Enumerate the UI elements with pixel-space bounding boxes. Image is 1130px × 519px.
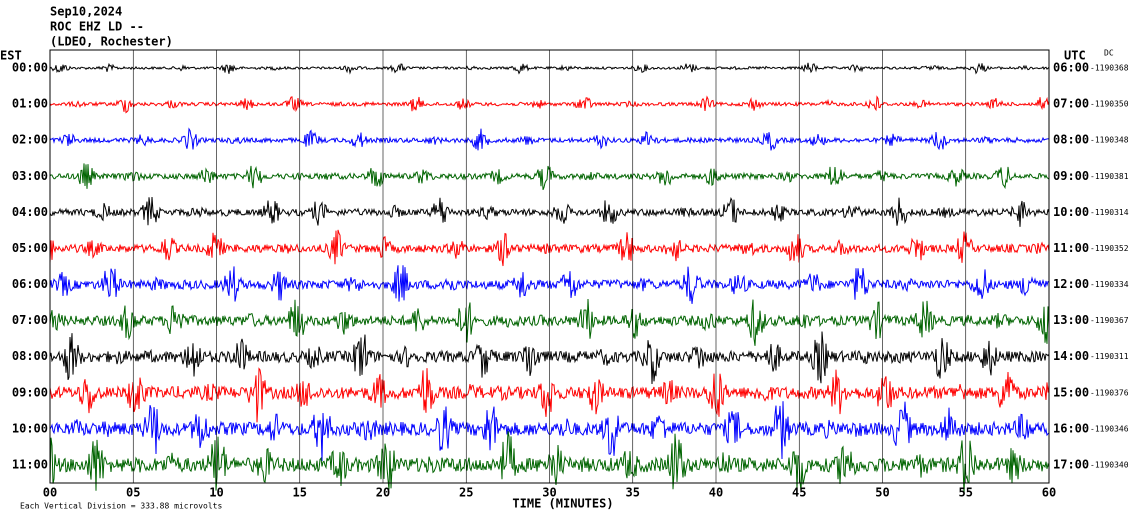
est-label: 02:00 [12,133,48,147]
dc-value: -1190352 [1090,244,1129,253]
est-label: 00:00 [12,61,48,75]
left-axis-label: EST [0,49,22,63]
x-tick-label: 10 [209,486,223,500]
dc-value: -1190368 [1090,64,1129,73]
dc-value: -1190350 [1090,100,1129,109]
x-tick-label: 45 [792,486,806,500]
x-tick-label: 20 [376,486,390,500]
x-tick-label: 25 [459,486,473,500]
dc-value: -1190334 [1090,280,1129,289]
utc-label: 06:00 [1053,61,1089,75]
dc-value: -1190340 [1090,460,1129,469]
est-label: 05:00 [12,241,48,255]
x-tick-label: 60 [1042,486,1056,500]
est-label: 03:00 [12,169,48,183]
dc-value: -1190367 [1090,316,1129,325]
scale-note: Each Vertical Division = 333.88 microvol… [20,502,222,511]
utc-label: 09:00 [1053,169,1089,183]
x-tick-label: 35 [626,486,640,500]
dc-value: -1190314 [1090,208,1129,217]
dc-value: -1190311 [1090,352,1129,361]
dc-value: -1190346 [1090,424,1129,433]
est-label: 11:00 [12,457,48,471]
dc-value: -1190348 [1090,136,1129,145]
est-label: 07:00 [12,313,48,327]
x-tick-label: 50 [875,486,889,500]
utc-label: 07:00 [1053,97,1089,111]
right-axis-label: UTC [1064,49,1086,63]
est-label: 08:00 [12,349,48,363]
title-line: Sep10,2024 [50,5,122,19]
utc-label: 12:00 [1053,277,1089,291]
x-tick-label: 30 [542,486,556,500]
x-tick-label: 05 [126,486,140,500]
title-line: (LDEO, Rochester) [50,35,173,49]
dc-value: -1190381 [1090,172,1129,181]
x-axis-label: TIME (MINUTES) [512,497,613,511]
utc-label: 13:00 [1053,313,1089,327]
x-tick-label: 40 [709,486,723,500]
x-tick-label: 00 [43,486,57,500]
est-label: 06:00 [12,277,48,291]
utc-label: 11:00 [1053,241,1089,255]
utc-label: 17:00 [1053,457,1089,471]
est-label: 09:00 [12,385,48,399]
est-label: 10:00 [12,421,48,435]
x-tick-label: 55 [959,486,973,500]
est-label: 04:00 [12,205,48,219]
utc-label: 10:00 [1053,205,1089,219]
utc-label: 15:00 [1053,385,1089,399]
est-label: 01:00 [12,97,48,111]
utc-label: 14:00 [1053,349,1089,363]
x-tick-label: 15 [293,486,307,500]
title-line: ROC EHZ LD -- [50,20,144,34]
utc-label: 16:00 [1053,421,1089,435]
utc-label: 08:00 [1053,133,1089,147]
dc-value: -1190376 [1090,388,1129,397]
dc-label: DC [1104,49,1114,58]
